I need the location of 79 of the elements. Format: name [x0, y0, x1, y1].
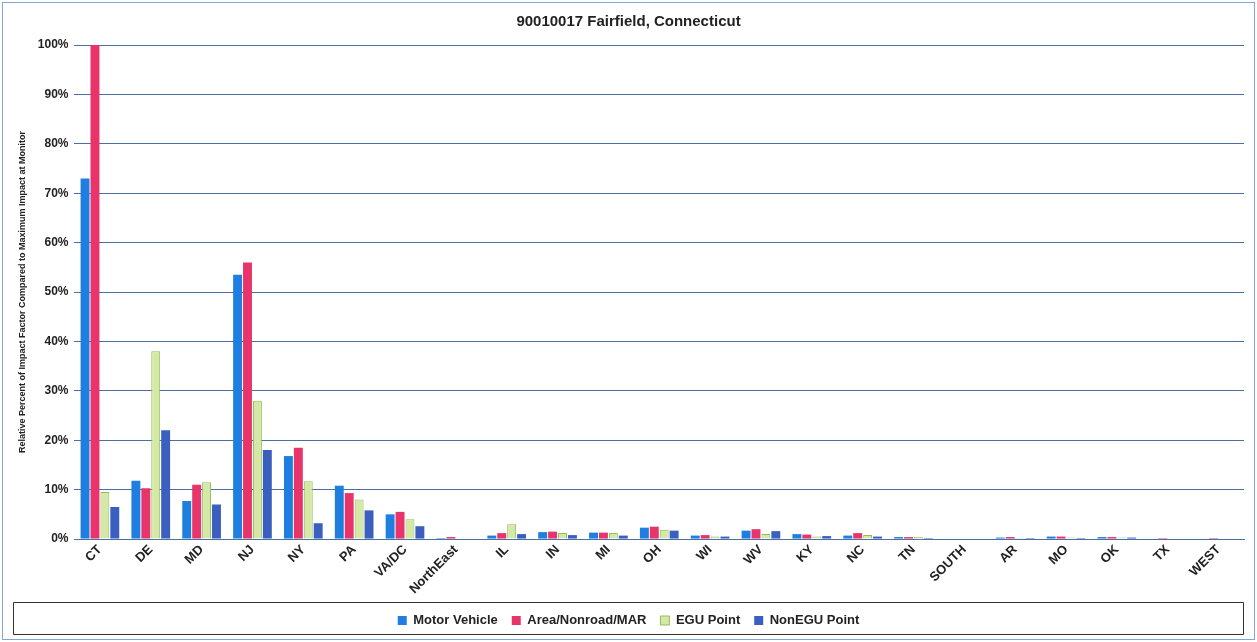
bar — [639, 527, 649, 539]
y-tick-label: 0% — [51, 531, 69, 546]
bar — [131, 480, 141, 539]
x-tick-label: PA — [336, 541, 360, 565]
legend-label: Area/Nonroad/MAR — [527, 612, 648, 628]
x-tick-label: NJ — [234, 541, 258, 564]
y-tick-label: 80% — [44, 136, 69, 151]
x-tick-label: MD — [181, 541, 207, 567]
x-tick-label: TN — [895, 541, 919, 565]
bar — [262, 450, 272, 539]
legend-label: NonEGU Point — [769, 612, 860, 628]
bar — [344, 493, 354, 539]
bar — [192, 484, 202, 539]
bar — [283, 456, 293, 539]
y-tick-label: 40% — [44, 333, 69, 348]
bar — [567, 535, 577, 539]
y-tick-label: 60% — [44, 234, 69, 249]
bar — [395, 511, 405, 539]
x-tick-label: DE — [132, 541, 156, 565]
bar — [690, 535, 700, 539]
x-tick-label: TX — [1150, 541, 1173, 564]
bar — [243, 262, 252, 539]
bar — [487, 535, 497, 539]
bar — [497, 533, 507, 539]
x-tick-label: NY — [284, 541, 309, 565]
bar — [517, 534, 527, 539]
x-tick-label: IN — [542, 541, 563, 562]
bar — [313, 523, 323, 539]
legend-label: EGU Point — [675, 612, 741, 628]
bar — [90, 45, 100, 539]
x-tick-label: KY — [793, 541, 817, 565]
bar — [598, 532, 608, 539]
bar — [364, 510, 374, 539]
bar — [802, 534, 812, 539]
bar — [771, 531, 781, 539]
y-tick-label: 50% — [44, 284, 69, 299]
x-tick-label: CT — [81, 541, 105, 565]
x-tick-label: OK — [1097, 541, 1122, 566]
bar — [212, 504, 221, 539]
bar — [669, 530, 679, 539]
x-tick-label: MI — [592, 541, 614, 563]
bar — [415, 526, 425, 539]
bar — [233, 274, 243, 539]
x-tick-label: AR — [995, 541, 1021, 566]
bar — [700, 535, 710, 539]
legend-label: Motor Vehicle — [413, 612, 498, 628]
y-axis-title: Relative Percent of Impact Factor Compared to Maximum Impact at Monitor — [16, 130, 27, 454]
chart-title: 90010017 Fairfield, Connecticut — [516, 12, 741, 30]
bar — [110, 506, 120, 539]
x-tick-label: NC — [843, 541, 868, 566]
bar — [548, 531, 558, 539]
y-tick-label: 70% — [44, 185, 69, 200]
bar — [792, 534, 802, 539]
x-tick-label: OH — [639, 541, 664, 566]
x-tick-label: WV — [740, 541, 766, 568]
bar — [843, 535, 853, 539]
bar — [618, 535, 628, 539]
bar — [649, 526, 659, 539]
x-tick-label: MO — [1045, 541, 1071, 568]
bar — [385, 514, 395, 539]
x-tick-label: WI — [692, 541, 715, 564]
y-tick-label: 10% — [44, 481, 69, 496]
bar — [293, 447, 303, 539]
bar — [853, 533, 863, 539]
bar — [741, 530, 751, 539]
y-tick-label: 90% — [44, 86, 69, 101]
bar — [822, 536, 832, 539]
bar — [589, 532, 598, 539]
bar — [141, 488, 151, 539]
y-tick-label: 100% — [37, 37, 69, 52]
x-tick-label: IL — [492, 541, 512, 561]
bar — [538, 532, 548, 539]
y-tick-label: 30% — [44, 383, 69, 398]
bar — [161, 430, 171, 539]
bar — [334, 485, 344, 539]
bar — [182, 501, 192, 539]
y-tick-label: 20% — [44, 432, 69, 447]
bar — [80, 178, 90, 539]
bar — [751, 529, 761, 539]
